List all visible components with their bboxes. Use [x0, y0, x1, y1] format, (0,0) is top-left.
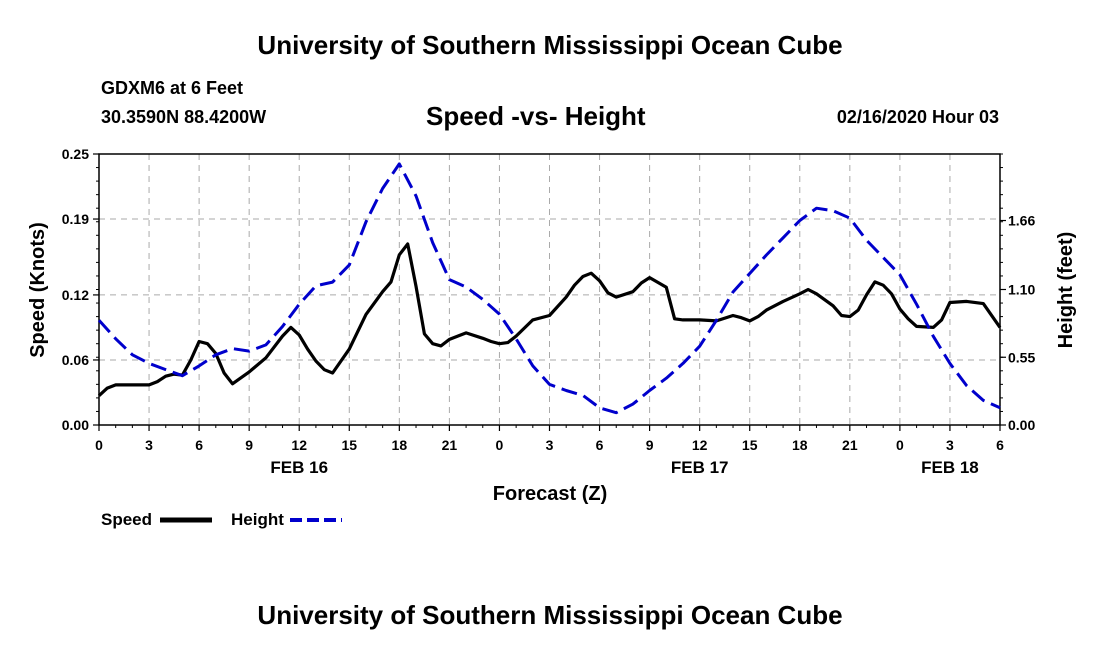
x-tick-label: 3	[546, 437, 554, 453]
legend-label-height: Height	[231, 510, 284, 529]
x-tick-label: 6	[996, 437, 1004, 453]
y-right-tick-label: 1.10	[1008, 282, 1035, 298]
series-line-speed	[97, 242, 1002, 397]
coordinates-label: 30.3590N 88.4200W	[101, 107, 267, 127]
grid-layer	[99, 154, 1000, 425]
x-tick-label: 3	[946, 437, 954, 453]
y-left-tick-label: 0.12	[62, 287, 89, 303]
x-tick-label: 9	[646, 437, 654, 453]
legend: Speed Height	[101, 510, 342, 529]
x-tick-label: 6	[195, 437, 203, 453]
y-right-tick-label: 0.00	[1008, 417, 1035, 433]
x-tick-label: 0	[496, 437, 504, 453]
y-left-tick-label: 0.25	[62, 146, 89, 162]
x-date-label: FEB 17	[671, 458, 729, 477]
y-left-tick-label: 0.19	[62, 211, 89, 227]
x-tick-label: 3	[145, 437, 153, 453]
page-title: University of Southern Mississippi Ocean…	[257, 30, 843, 60]
tick-layer: 0 3 6 9 12 15 18 21 0 3 6 9 12 15 18 21 0 3 6 FEB 16 FEB 17 F…	[62, 146, 1036, 477]
datetime-label: 02/16/2020 Hour 03	[836, 107, 999, 127]
x-tick-label: 18	[392, 437, 408, 453]
x-tick-label: 15	[341, 437, 357, 453]
y-left-tick-label: 0.06	[62, 352, 89, 368]
y-axis-label-left: Speed (Knots)	[27, 222, 49, 358]
station-label: GDXM6 at 6 Feet	[101, 78, 244, 98]
y-axis-label-right: Height (feet)	[1055, 232, 1077, 349]
x-tick-label: 9	[245, 437, 253, 453]
x-date-label: FEB 18	[921, 458, 979, 477]
x-tick-label: 21	[842, 437, 858, 453]
chart-title: Speed -vs- Height	[426, 101, 646, 131]
series-layer	[97, 162, 1002, 415]
x-tick-label: 12	[291, 437, 307, 453]
footer-title: University of Southern Mississippi Ocean…	[257, 600, 843, 630]
x-tick-label: 21	[442, 437, 458, 453]
x-tick-label: 15	[742, 437, 758, 453]
y-right-tick-label: 0.55	[1008, 349, 1035, 365]
series-line-height	[97, 162, 1001, 415]
x-date-label: FEB 16	[270, 458, 328, 477]
y-right-tick-label: 1.66	[1008, 213, 1035, 229]
x-tick-label: 12	[692, 437, 708, 453]
legend-label-speed: Speed	[101, 510, 152, 529]
x-tick-label: 18	[792, 437, 808, 453]
x-axis-label: Forecast (Z)	[493, 483, 607, 505]
x-tick-label: 0	[896, 437, 904, 453]
x-tick-label: 0	[95, 437, 103, 453]
x-tick-label: 6	[596, 437, 604, 453]
y-left-tick-label: 0.00	[62, 417, 89, 433]
